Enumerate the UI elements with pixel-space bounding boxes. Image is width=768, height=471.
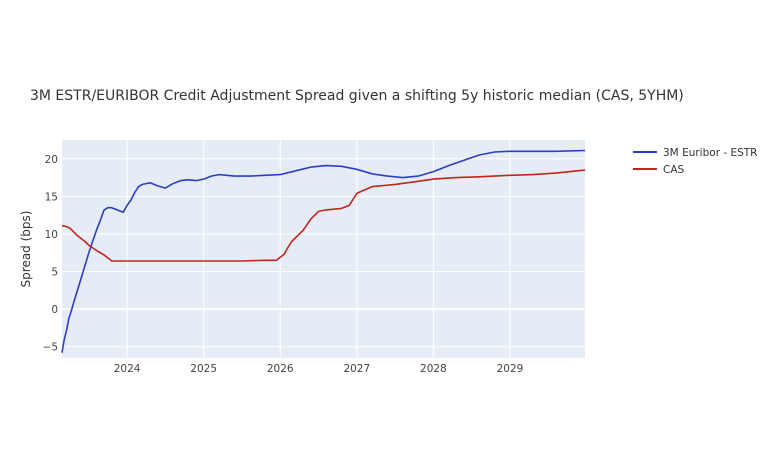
y-tick-label: 10 [45, 229, 58, 241]
series-line-3m-euribor-estr [61, 149, 586, 353]
y-tick-label: 15 [45, 191, 58, 203]
y-tick-label: 0 [51, 304, 58, 316]
x-tick-label: 2024 [114, 363, 141, 375]
series-line-cas [61, 169, 586, 262]
y-tick-label: −5 [43, 342, 58, 354]
series-layer [61, 149, 586, 353]
legend-label-3m-euribor-estr[interactable]: 3M Euribor - ESTR [663, 147, 757, 159]
y-tick-label: 5 [51, 267, 58, 279]
chart-title: 3M ESTR/EURIBOR Credit Adjustment Spread… [30, 88, 684, 104]
x-axis-ticks: 2024 2025 2026 2027 2028 2029 [114, 363, 524, 375]
legend-label-cas[interactable]: CAS [663, 164, 685, 176]
y-tick-label: 20 [45, 154, 58, 166]
x-tick-label: 2029 [497, 363, 524, 375]
x-tick-label: 2025 [190, 363, 217, 375]
legend[interactable]: 3M Euribor - ESTR CAS [633, 147, 757, 176]
plot-area [62, 140, 585, 358]
x-tick-label: 2027 [343, 363, 370, 375]
x-tick-label: 2028 [420, 363, 447, 375]
x-tick-label: 2026 [267, 363, 294, 375]
y-axis-ticks: −5 0 5 10 15 20 [43, 154, 58, 354]
y-axis-title: Spread (bps) [19, 211, 33, 288]
